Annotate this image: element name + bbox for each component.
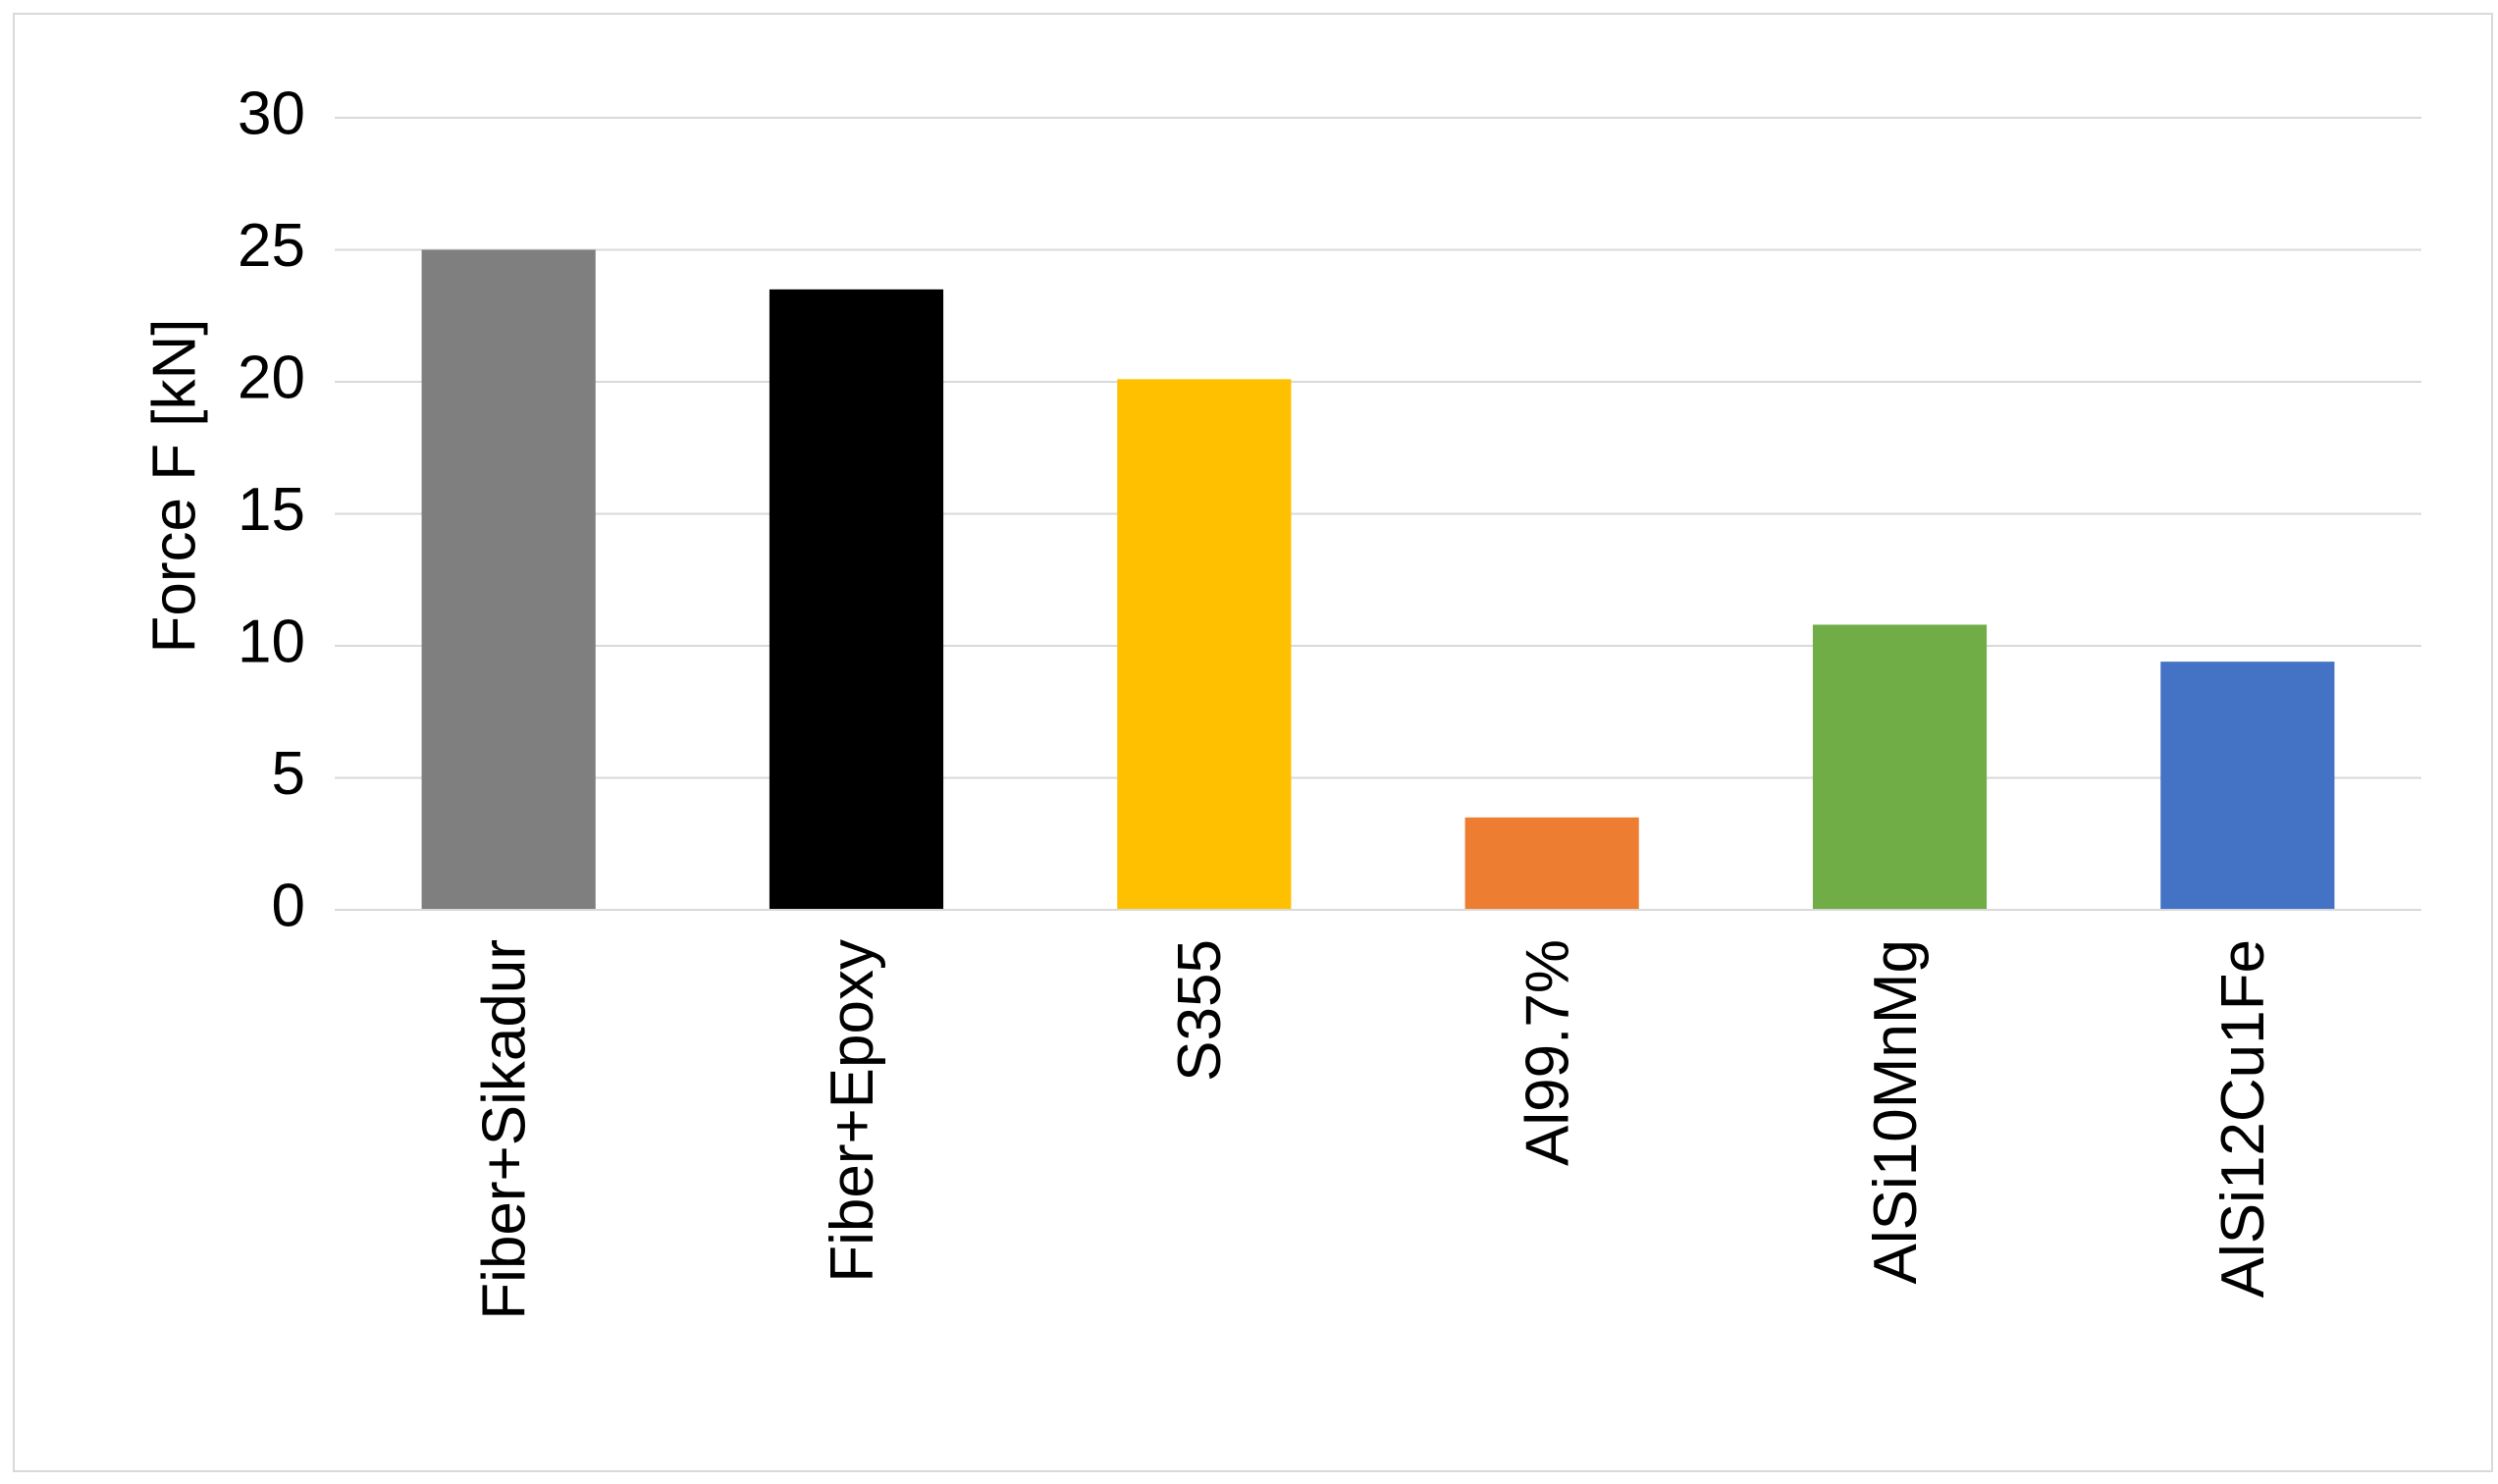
y-tick-label: 10 xyxy=(238,608,305,675)
bar xyxy=(1812,624,1988,910)
x-tick-label: AlSi10MnMg xyxy=(1862,939,1930,1284)
x-tick-label: Al99.7% xyxy=(1515,939,1582,1166)
y-tick-label: 15 xyxy=(238,476,305,544)
x-tick-label: AlSi12Cu1Fe xyxy=(2209,939,2277,1298)
y-tick-label: 25 xyxy=(238,212,305,280)
bar xyxy=(2160,662,2335,910)
bar xyxy=(421,249,596,910)
y-tick-label: 5 xyxy=(272,740,305,808)
x-tick-label: Fiber+Sikadur xyxy=(471,939,539,1320)
x-tick-label: S355 xyxy=(1166,939,1234,1082)
y-tick-label: 30 xyxy=(238,80,305,147)
y-tick-label: 0 xyxy=(272,872,305,939)
bar xyxy=(1464,817,1639,910)
y-tick-label: 20 xyxy=(238,344,305,411)
x-tick-label: Fiber+Epoxy xyxy=(819,939,886,1283)
bar xyxy=(1117,379,1292,910)
y-axis-label: Force F [kN] xyxy=(140,318,208,653)
bar xyxy=(769,289,944,911)
